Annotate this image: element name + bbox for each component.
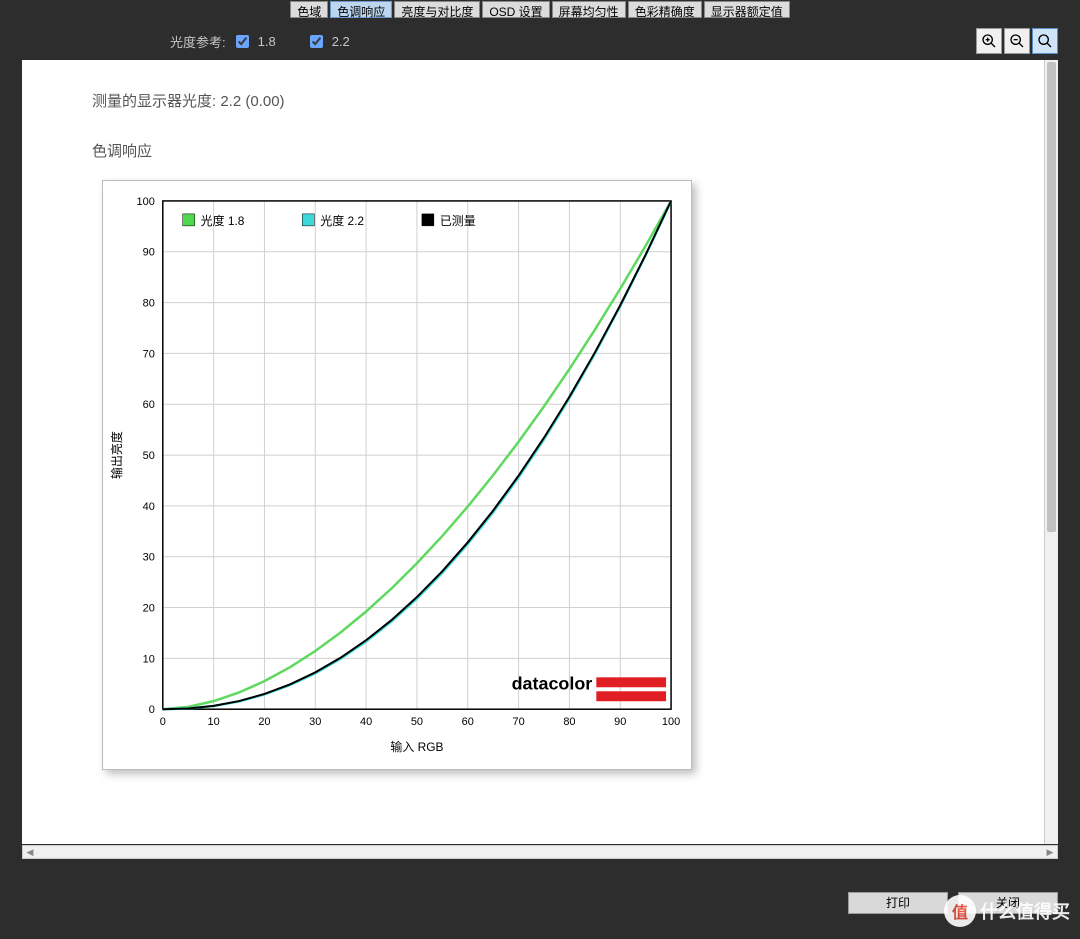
chart-section-title: 色调响应 — [92, 140, 152, 161]
svg-text:已测量: 已测量 — [440, 214, 476, 228]
svg-text:输入 RGB: 输入 RGB — [390, 739, 443, 754]
svg-text:40: 40 — [360, 716, 372, 728]
tone-response-chart: 0 10 20 30 40 50 60 70 80 90 100 0 10 20 30 40 50 60 70 80 9… — [102, 180, 692, 770]
svg-text:80: 80 — [143, 298, 155, 310]
svg-text:60: 60 — [462, 716, 474, 728]
zoom-fit-button[interactable] — [1032, 28, 1058, 54]
horizontal-scrollbar[interactable]: ◀ ▶ — [22, 845, 1058, 859]
svg-text:70: 70 — [143, 348, 155, 360]
tab-6[interactable]: 显示器额定值 — [704, 1, 790, 18]
gamma-ref-group: 光度参考: 1.8 2.2 — [170, 32, 350, 51]
tab-2[interactable]: 亮度与对比度 — [394, 1, 480, 18]
measured-gamma-line: 测量的显示器光度: 2.2 (0.00) — [92, 90, 285, 111]
tab-5[interactable]: 色彩精确度 — [628, 1, 702, 18]
gamma18-label: 1.8 — [258, 34, 276, 49]
gamma-ref-label: 光度参考: — [170, 32, 226, 51]
svg-text:80: 80 — [563, 716, 575, 728]
svg-text:输出亮度: 输出亮度 — [109, 431, 124, 479]
svg-text:10: 10 — [208, 716, 220, 728]
svg-text:20: 20 — [143, 603, 155, 615]
tab-3[interactable]: OSD 设置 — [482, 1, 549, 18]
svg-text:光度 2.2: 光度 2.2 — [320, 213, 364, 228]
svg-text:100: 100 — [137, 196, 155, 208]
zoom-in-button[interactable] — [976, 28, 1002, 54]
footer-buttons: 打印 关闭 — [848, 892, 1058, 914]
svg-text:datacolor: datacolor — [512, 673, 593, 693]
svg-text:90: 90 — [614, 716, 626, 728]
tab-1[interactable]: 色调响应 — [330, 1, 392, 18]
svg-text:40: 40 — [143, 501, 155, 513]
zoom-out-button[interactable] — [1004, 28, 1030, 54]
svg-text:50: 50 — [411, 716, 423, 728]
zoom-tools — [976, 28, 1058, 54]
svg-text:30: 30 — [309, 716, 321, 728]
svg-text:光度 1.8: 光度 1.8 — [201, 213, 245, 228]
svg-text:20: 20 — [258, 716, 270, 728]
svg-text:100: 100 — [662, 716, 680, 728]
gamma22-checkbox[interactable] — [310, 35, 323, 48]
close-button[interactable]: 关闭 — [958, 892, 1058, 914]
measured-label: 测量的显示器光度: — [92, 93, 216, 110]
tab-0[interactable]: 色域 — [290, 1, 328, 18]
svg-text:60: 60 — [143, 399, 155, 411]
gamma18-checkbox[interactable] — [236, 35, 249, 48]
print-button[interactable]: 打印 — [848, 892, 948, 914]
scroll-right-arrow[interactable]: ▶ — [1043, 846, 1057, 858]
tab-bar: 色域色调响应亮度与对比度OSD 设置屏幕均匀性色彩精确度显示器额定值 — [0, 0, 1080, 18]
svg-text:30: 30 — [143, 552, 155, 564]
chart-svg: 0 10 20 30 40 50 60 70 80 90 100 0 10 20 30 40 50 60 70 80 9… — [103, 181, 691, 769]
report-content: 测量的显示器光度: 2.2 (0.00) 色调响应 0 10 20 30 40 50 60 7… — [22, 60, 1058, 844]
svg-text:50: 50 — [143, 450, 155, 462]
svg-text:0: 0 — [160, 716, 166, 728]
svg-text:90: 90 — [143, 247, 155, 259]
measured-value: 2.2 (0.00) — [220, 93, 284, 110]
gamma22-label: 2.2 — [332, 34, 350, 49]
tab-4[interactable]: 屏幕均匀性 — [552, 1, 626, 18]
scroll-left-arrow[interactable]: ◀ — [23, 846, 37, 858]
toolbar: 光度参考: 1.8 2.2 — [0, 18, 1080, 60]
svg-text:0: 0 — [149, 704, 155, 716]
svg-text:70: 70 — [512, 716, 524, 728]
vertical-scrollbar[interactable] — [1044, 60, 1058, 844]
svg-text:10: 10 — [143, 653, 155, 665]
vertical-scroll-thumb[interactable] — [1047, 62, 1056, 532]
